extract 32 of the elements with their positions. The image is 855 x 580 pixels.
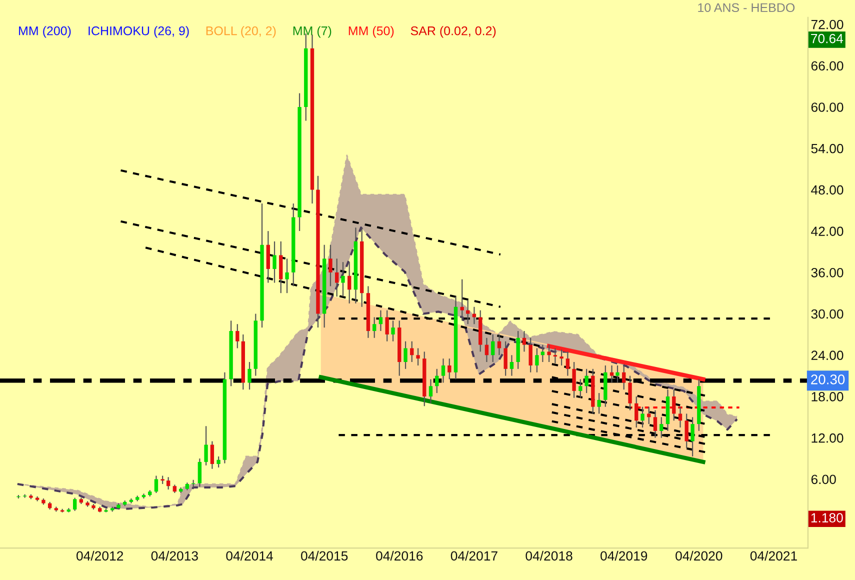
x-tick-label: 04/2019: [600, 550, 648, 561]
y-tick-label: 42.00: [811, 226, 844, 236]
x-tick-label: 04/2016: [376, 550, 423, 561]
y-tick-label: 6.00: [811, 474, 836, 484]
x-tick-label: 04/2020: [676, 550, 722, 561]
y-tick-label: 60.00: [811, 102, 844, 112]
y-tick-label: 54.00: [811, 144, 844, 154]
x-tick-label: 04/2018: [526, 550, 572, 561]
annotation: SAR (0.02, 0.2): [410, 26, 496, 38]
annotation: BOLL (20, 2): [206, 26, 276, 38]
y-tick-label: 24.00: [811, 350, 844, 360]
y-tick-label: 72.00: [811, 20, 844, 30]
x-tick-label: 04/2015: [301, 550, 348, 561]
x-tick-label: 04/2021: [750, 550, 797, 561]
y-tick-label: 18.00: [812, 392, 844, 402]
x-tick-label: 04/2013: [151, 550, 198, 561]
ref-line-label: 20.30: [811, 374, 845, 384]
y-tick-label: 36.00: [811, 268, 844, 278]
y-tick-label: 12.00: [812, 433, 844, 443]
annotation: MM (50): [348, 26, 394, 38]
annotation: MM (200): [19, 26, 71, 38]
y-tick-label: 30.00: [811, 309, 844, 319]
text: 1.180: [811, 513, 843, 522]
annotation: MM (7): [293, 26, 332, 38]
annotation: ICHIMOKU (26, 9): [88, 26, 189, 38]
y-tick-label: 48.00: [811, 185, 844, 195]
y-tick-label: 66.00: [811, 61, 844, 71]
text: 10 ANS - HEBDO: [698, 3, 795, 12]
x-tick-label: 04/2017: [450, 550, 498, 561]
text: 70.64: [811, 34, 844, 44]
x-tick-label: 04/2012: [76, 550, 124, 561]
x-tick-label: 04/2014: [226, 550, 273, 561]
